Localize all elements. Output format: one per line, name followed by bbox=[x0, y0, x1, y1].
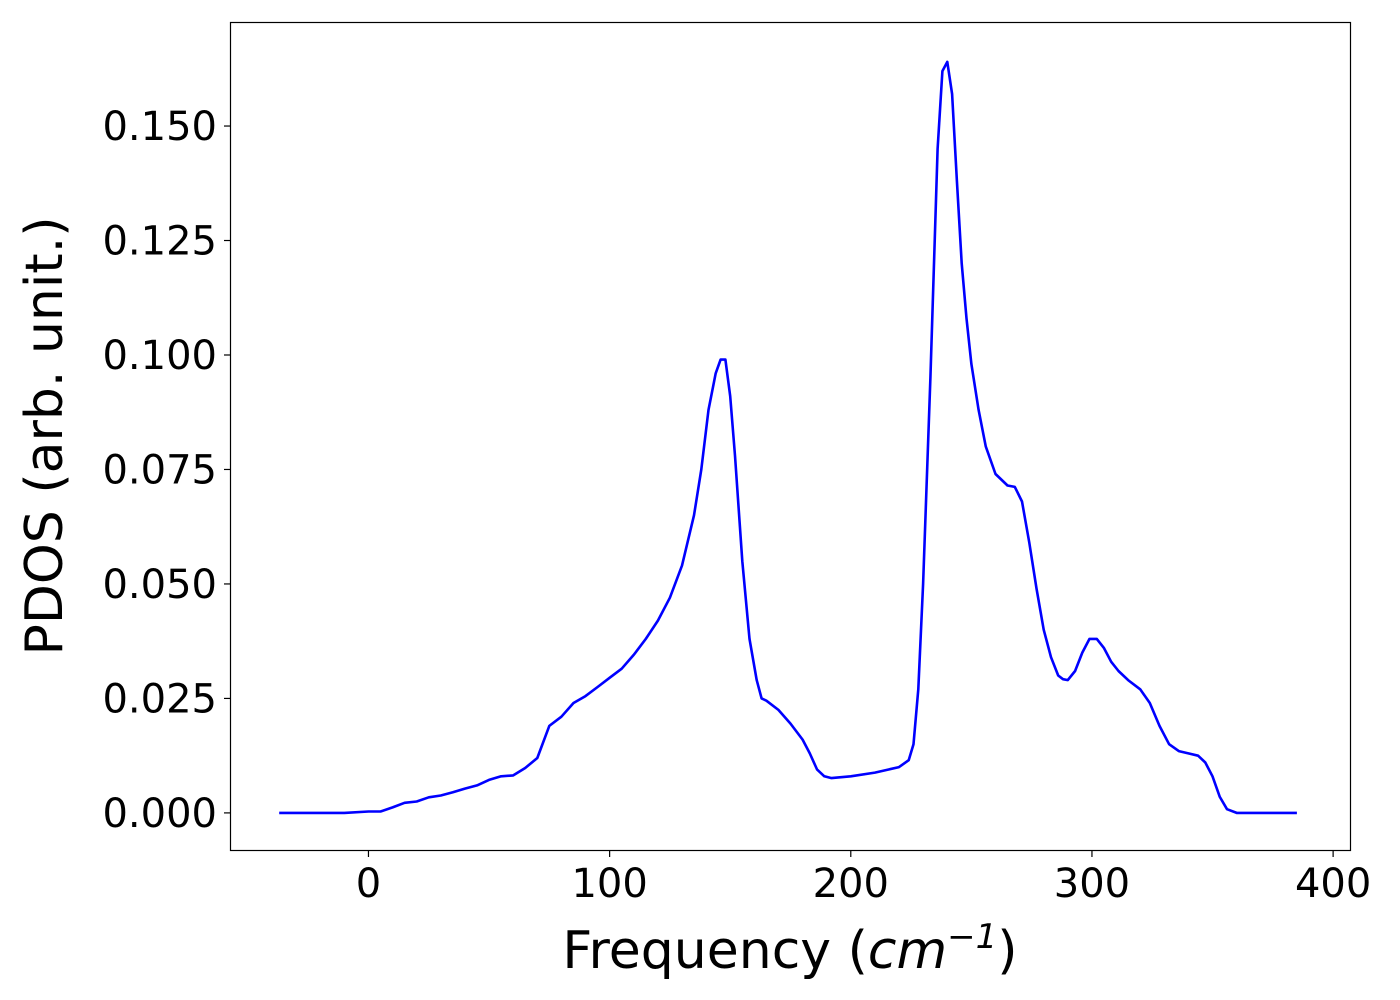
x-axis-ticks: 0 100 200 300 400 bbox=[356, 850, 1371, 907]
plot-frame bbox=[229, 21, 1352, 852]
y-tick-label: 0.125 bbox=[102, 219, 217, 265]
x-tick-label: 0 bbox=[356, 861, 381, 907]
series-layer bbox=[279, 60, 1297, 815]
x-tick-label: 300 bbox=[1054, 861, 1130, 907]
x-tick-label: 400 bbox=[1295, 861, 1371, 907]
x-tick-label: 200 bbox=[813, 861, 889, 907]
y-tick-label: 0.025 bbox=[102, 676, 217, 722]
series-line-0 bbox=[279, 60, 1297, 815]
y-axis-ticks: 0.000 0.025 0.050 0.075 0.100 0.125 0.150 bbox=[102, 104, 231, 837]
y-tick-label: 0.000 bbox=[102, 791, 217, 837]
y-tick-label: 0.075 bbox=[102, 447, 217, 493]
y-tick-label: 0.150 bbox=[102, 104, 217, 150]
y-tick-label: 0.050 bbox=[102, 562, 217, 608]
y-tick-label: 0.100 bbox=[102, 333, 217, 379]
x-tick-label: 100 bbox=[571, 861, 647, 907]
y-axis-label: PDOS (arb. unit.) bbox=[15, 216, 75, 655]
x-axis-label: Frequency (cm−1) bbox=[562, 917, 1017, 981]
